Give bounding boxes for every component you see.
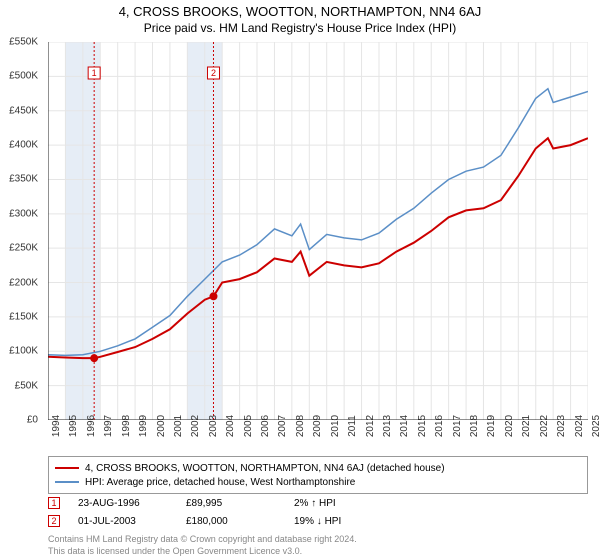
svg-text:1: 1 bbox=[92, 68, 97, 78]
annotation-price: £89,995 bbox=[186, 498, 276, 509]
x-tick-label: 1998 bbox=[121, 415, 132, 437]
annotation-price: £180,000 bbox=[186, 516, 276, 527]
x-tick-label: 2006 bbox=[260, 415, 271, 437]
x-tick-label: 2009 bbox=[312, 415, 323, 437]
annotation-marker: 2 bbox=[48, 515, 60, 527]
chart-title: 4, CROSS BROOKS, WOOTTON, NORTHAMPTON, N… bbox=[0, 0, 600, 19]
y-tick-label: £100K bbox=[9, 346, 38, 357]
x-tick-label: 2024 bbox=[574, 415, 585, 437]
x-tick-label: 2013 bbox=[382, 415, 393, 437]
x-tick-label: 2016 bbox=[434, 415, 445, 437]
x-tick-label: 1996 bbox=[86, 415, 97, 437]
y-tick-label: £150K bbox=[9, 311, 38, 322]
y-tick-label: £300K bbox=[9, 208, 38, 219]
license-text: Contains HM Land Registry data © Crown c… bbox=[48, 534, 588, 557]
chart-container: 4, CROSS BROOKS, WOOTTON, NORTHAMPTON, N… bbox=[0, 0, 600, 560]
x-tick-label: 2025 bbox=[591, 415, 600, 437]
annotation-date: 01-JUL-2003 bbox=[78, 516, 168, 527]
x-tick-label: 1999 bbox=[138, 415, 149, 437]
x-tick-label: 2011 bbox=[347, 415, 358, 437]
svg-text:2: 2 bbox=[211, 68, 216, 78]
plot-area: 12 bbox=[48, 42, 588, 420]
x-tick-label: 2019 bbox=[486, 415, 497, 437]
x-axis-ticks: 1994199519961997199819992000200120022003… bbox=[48, 424, 588, 452]
x-tick-label: 2014 bbox=[399, 415, 410, 437]
x-tick-label: 1997 bbox=[103, 415, 114, 437]
annotation-marker: 1 bbox=[48, 497, 60, 509]
annotation-date: 23-AUG-1996 bbox=[78, 498, 168, 509]
x-tick-label: 2012 bbox=[365, 415, 376, 437]
y-tick-label: £550K bbox=[9, 37, 38, 48]
x-tick-label: 2022 bbox=[539, 415, 550, 437]
x-tick-label: 2010 bbox=[330, 415, 341, 437]
series-hpi bbox=[48, 89, 588, 356]
y-tick-label: £400K bbox=[9, 140, 38, 151]
x-tick-label: 2004 bbox=[225, 415, 236, 437]
license-line-1: Contains HM Land Registry data © Crown c… bbox=[48, 534, 588, 546]
legend: 4, CROSS BROOKS, WOOTTON, NORTHAMPTON, N… bbox=[48, 456, 588, 494]
x-tick-label: 2003 bbox=[208, 415, 219, 437]
legend-label: 4, CROSS BROOKS, WOOTTON, NORTHAMPTON, N… bbox=[85, 463, 445, 474]
y-tick-label: £200K bbox=[9, 277, 38, 288]
legend-row: HPI: Average price, detached house, West… bbox=[55, 475, 581, 489]
y-tick-label: £0 bbox=[27, 415, 38, 426]
x-tick-label: 2008 bbox=[295, 415, 306, 437]
license-line-2: This data is licensed under the Open Gov… bbox=[48, 546, 588, 558]
annotation-row: 2 01-JUL-2003 £180,000 19% ↓ HPI bbox=[48, 512, 588, 530]
chart-svg: 12 bbox=[48, 42, 588, 420]
x-tick-label: 1994 bbox=[51, 415, 62, 437]
chart-subtitle: Price paid vs. HM Land Registry's House … bbox=[0, 19, 600, 39]
x-tick-label: 2002 bbox=[190, 415, 201, 437]
x-tick-label: 2007 bbox=[277, 415, 288, 437]
legend-row: 4, CROSS BROOKS, WOOTTON, NORTHAMPTON, N… bbox=[55, 461, 581, 475]
annotation-delta: 19% ↓ HPI bbox=[294, 516, 384, 527]
annotation-delta: 2% ↑ HPI bbox=[294, 498, 384, 509]
legend-swatch bbox=[55, 467, 79, 469]
x-tick-label: 1995 bbox=[68, 415, 79, 437]
x-tick-label: 2001 bbox=[173, 415, 184, 437]
x-tick-label: 2015 bbox=[417, 415, 428, 437]
x-tick-label: 2000 bbox=[156, 415, 167, 437]
x-tick-label: 2023 bbox=[556, 415, 567, 437]
x-tick-label: 2018 bbox=[469, 415, 480, 437]
x-tick-label: 2017 bbox=[452, 415, 463, 437]
y-axis-ticks: £0£50K£100K£150K£200K£250K£300K£350K£400… bbox=[0, 42, 44, 420]
y-tick-label: £450K bbox=[9, 105, 38, 116]
x-tick-label: 2020 bbox=[504, 415, 515, 437]
legend-label: HPI: Average price, detached house, West… bbox=[85, 477, 355, 488]
x-tick-label: 2005 bbox=[243, 415, 254, 437]
x-tick-label: 2021 bbox=[521, 415, 532, 437]
y-tick-label: £350K bbox=[9, 174, 38, 185]
y-tick-label: £250K bbox=[9, 243, 38, 254]
y-tick-label: £50K bbox=[15, 380, 38, 391]
legend-swatch bbox=[55, 481, 79, 483]
annotation-row: 1 23-AUG-1996 £89,995 2% ↑ HPI bbox=[48, 494, 588, 512]
annotation-table: 1 23-AUG-1996 £89,995 2% ↑ HPI 2 01-JUL-2003 £… bbox=[48, 494, 588, 530]
y-tick-label: £500K bbox=[9, 71, 38, 82]
